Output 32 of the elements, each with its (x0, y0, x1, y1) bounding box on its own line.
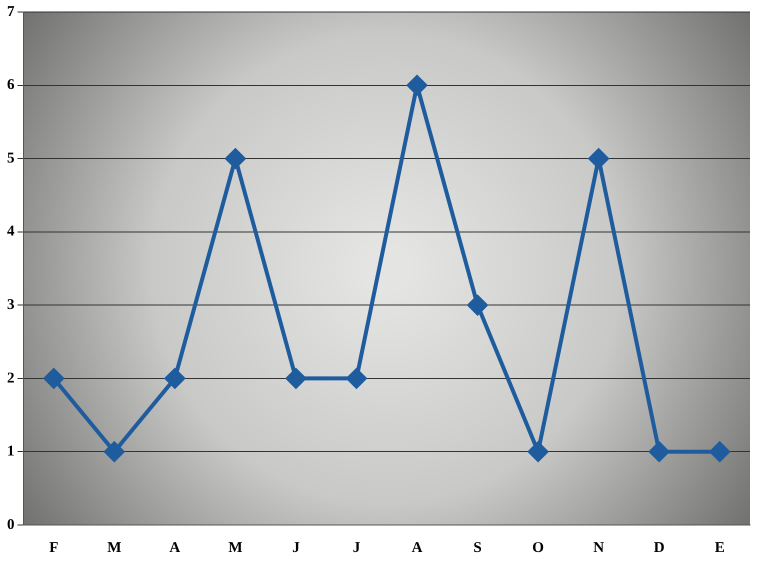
point (104, 442, 124, 462)
x-tick-label: M (107, 540, 122, 556)
y-tick-label: 0 (7, 516, 14, 533)
point (588, 148, 609, 169)
x-tick-label: E (714, 540, 725, 556)
point (468, 295, 488, 316)
point (225, 148, 246, 169)
x-tick-label: S (473, 540, 482, 556)
point (286, 368, 306, 388)
y-tick-label: 2 (7, 370, 14, 386)
x-tick-label: F (49, 540, 58, 556)
x-tick-label: D (654, 540, 665, 556)
y-tick-label: 3 (7, 297, 14, 314)
point (164, 368, 185, 388)
x-tick-label: N (593, 540, 604, 556)
point (346, 368, 366, 388)
x-tick-label: M (228, 540, 242, 556)
x-tick-label: J (292, 540, 300, 556)
x-tick-label: A (169, 540, 180, 556)
point (407, 75, 428, 96)
x-tick-label: O (532, 540, 544, 556)
point (528, 442, 548, 462)
point (710, 442, 730, 462)
x-tick-label: A (412, 540, 423, 556)
x-tick-label: J (352, 540, 361, 556)
point (44, 368, 64, 388)
y-tick-label: 4 (7, 224, 15, 240)
y-tick-label: 5 (7, 150, 14, 166)
y-tick-label: 6 (7, 77, 15, 94)
y-tick-label: 7 (7, 4, 15, 20)
point (649, 442, 670, 462)
y-tick-label: 1 (7, 444, 14, 460)
